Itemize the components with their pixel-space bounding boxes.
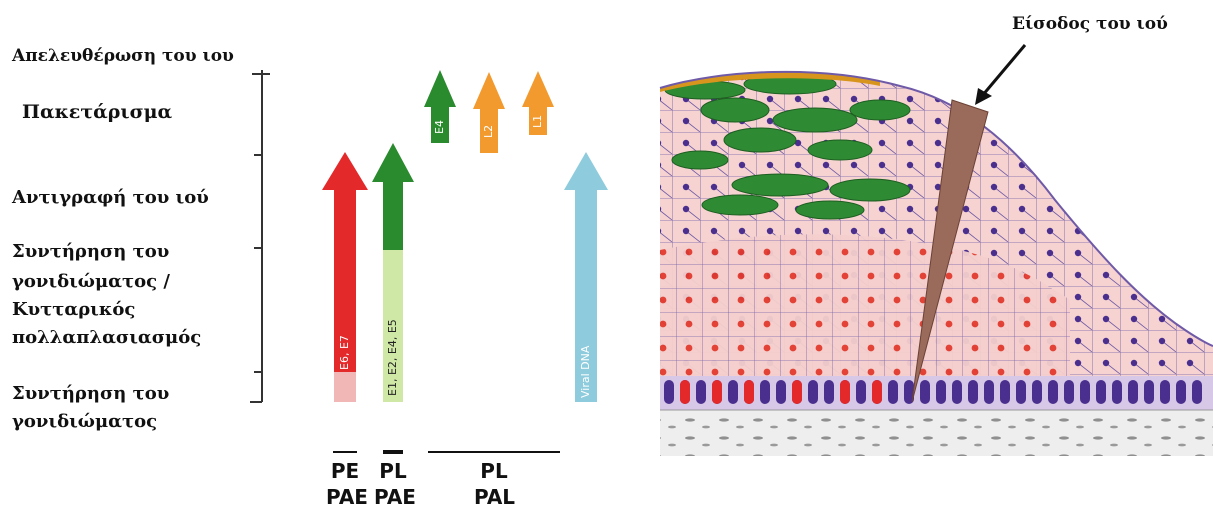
arrow-e6-e7 xyxy=(322,152,368,402)
bottom-group-pl-pae: PL PAE xyxy=(374,458,416,508)
label-e6-e7: E6, E7 xyxy=(338,335,351,370)
arrow-e4 xyxy=(424,70,456,143)
label-e4: E4 xyxy=(433,120,446,134)
label-l1: L1 xyxy=(531,114,544,128)
stage-packaging: Πακετάρισμα xyxy=(22,101,173,123)
entry-arrow xyxy=(975,44,1027,105)
label-l2: L2 xyxy=(482,124,495,138)
bottom-label-pe: PE xyxy=(330,459,360,483)
bottom-group-pe: PE PAE xyxy=(326,458,368,508)
bottom-label-pal: PAL xyxy=(474,485,516,508)
stage-virus-replication: Αντιγραφή του ιού xyxy=(12,187,209,208)
stage-virus-release: Απελευθέρωση του ιου xyxy=(12,46,234,66)
wound-wedge xyxy=(911,99,989,403)
bottom-group-pl-pal: PL PAL xyxy=(474,458,516,508)
arrow-l1 xyxy=(522,71,554,135)
bottom-label-pl-1: PL xyxy=(379,459,407,483)
stage-proliferation-line2: πολλαπλασιασμός xyxy=(12,327,202,348)
stage-genome-maintenance-line2: γονιδιώματος xyxy=(12,411,158,432)
stage-bracket xyxy=(250,70,270,403)
arrow-e1-e2-e4-e5 xyxy=(372,143,414,402)
arrow-viral-dna xyxy=(564,152,608,402)
infected-cells-layer xyxy=(664,73,911,220)
stage-maintenance-line2: γονιδιώματος / xyxy=(12,271,170,292)
virus-entry-label: Είσοδος του ιού xyxy=(1012,14,1168,34)
infected-basal-cells xyxy=(680,380,882,404)
bottom-label-pae-1: PAE xyxy=(326,485,368,508)
stage-proliferation-line1: Κυτταρικός xyxy=(12,299,136,320)
arrow-l2 xyxy=(473,72,505,153)
label-viral-dna: Viral DNA xyxy=(579,345,592,398)
label-e1-e2-e4-e5: E1, E2, E4, E5 xyxy=(386,319,399,396)
stage-maintenance-line1: Συντήρηση του xyxy=(12,241,170,262)
bottom-label-pl-2: PL xyxy=(480,459,508,483)
bottom-label-pae-2: PAE xyxy=(374,485,416,508)
stage-genome-maintenance-line1: Συντήρηση του xyxy=(12,383,170,404)
